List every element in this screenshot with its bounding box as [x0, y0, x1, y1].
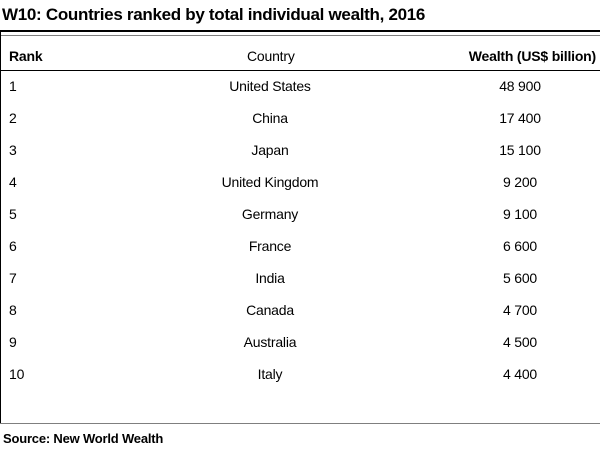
header-divider: [0, 70, 600, 71]
table-row: 5 Germany 9 100: [0, 206, 600, 230]
cell-wealth: 4 700: [502, 302, 538, 318]
cell-country: Canada: [246, 302, 294, 318]
cell-rank: 9: [9, 334, 17, 350]
left-border: [0, 32, 1, 424]
table-row: 3 Japan 15 100: [0, 142, 600, 166]
cell-country: France: [248, 238, 292, 254]
table-row: 9 Australia 4 500: [0, 334, 600, 358]
column-header-country: Country: [247, 48, 295, 64]
cell-country: Japan: [251, 142, 289, 158]
cell-rank: 2: [9, 110, 17, 126]
table-row: 8 Canada 4 700: [0, 302, 600, 326]
table-title: W10: Countries ranked by total individua…: [2, 5, 426, 24]
table-row: 6 France 6 600: [0, 238, 600, 262]
cell-country: United Kingdom: [221, 174, 319, 190]
title-divider: [0, 35, 600, 36]
table-row: 4 United Kingdom 9 200: [0, 174, 600, 198]
cell-rank: 10: [9, 366, 25, 382]
cell-wealth: 9 100: [502, 206, 538, 222]
cell-country: United States: [229, 78, 311, 94]
table-row: 2 China 17 400: [0, 110, 600, 134]
table-row: 7 India 5 600: [0, 270, 600, 294]
cell-wealth: 48 900: [499, 78, 541, 94]
cell-rank: 8: [9, 302, 17, 318]
cell-rank: 3: [9, 142, 17, 158]
cell-wealth: 5 600: [502, 270, 538, 286]
cell-country: India: [255, 270, 285, 286]
cell-country: Australia: [243, 334, 297, 350]
cell-rank: 6: [9, 238, 17, 254]
table-row: 1 United States 48 900: [0, 78, 600, 102]
cell-country: Germany: [241, 206, 299, 222]
cell-rank: 5: [9, 206, 17, 222]
column-header-rank: Rank: [9, 48, 43, 64]
cell-country: China: [252, 110, 288, 126]
column-header-wealth: Wealth (US$ billion): [468, 48, 596, 64]
cell-rank: 1: [9, 78, 17, 94]
table-row: 10 Italy 4 400: [0, 366, 600, 390]
cell-rank: 7: [9, 270, 17, 286]
cell-wealth: 4 400: [502, 366, 538, 382]
cell-rank: 4: [9, 174, 17, 190]
cell-wealth: 15 100: [499, 142, 541, 158]
cell-wealth: 9 200: [502, 174, 538, 190]
cell-country: Italy: [257, 366, 283, 382]
source-note: Source: New World Wealth: [3, 431, 164, 446]
cell-wealth: 17 400: [499, 110, 541, 126]
cell-wealth: 4 500: [502, 334, 538, 350]
title-bar: W10: Countries ranked by total individua…: [0, 0, 600, 32]
cell-wealth: 6 600: [502, 238, 538, 254]
footer-divider: [0, 423, 600, 424]
